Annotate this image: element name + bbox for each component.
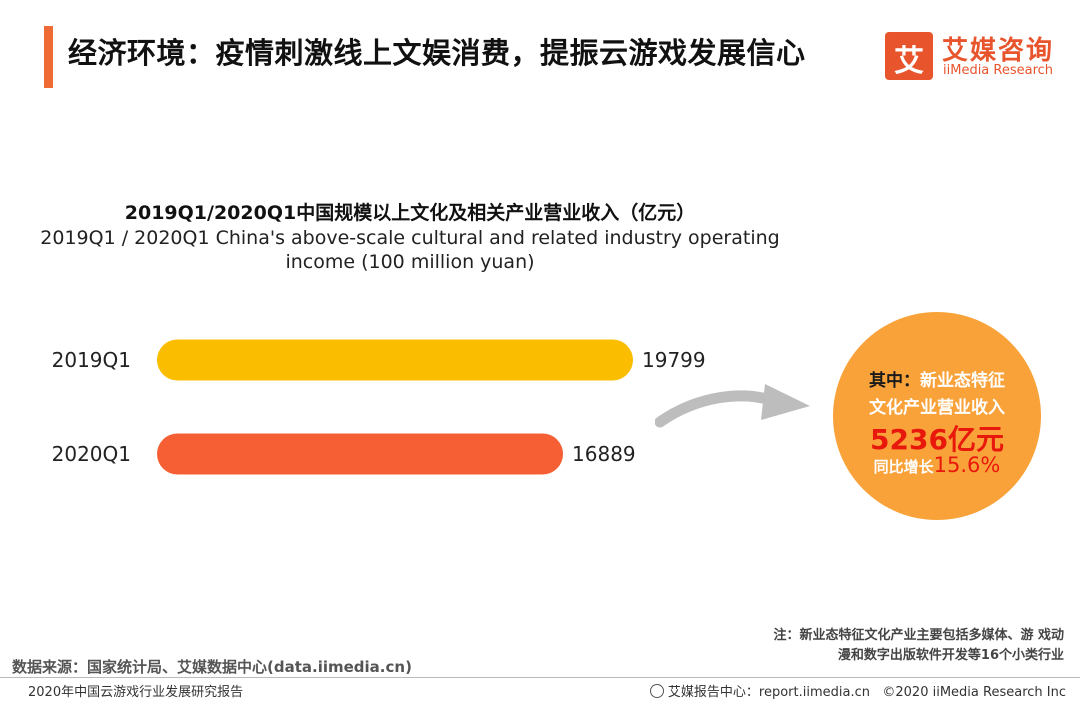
category-label-2019Q1: 2019Q1 — [52, 348, 131, 372]
callout-label-suffix: 新业态特征 — [920, 371, 1005, 391]
footer-divider — [0, 677, 1080, 678]
bar-chart: 2019Q1 19799 2020Q1 16889 — [52, 339, 706, 475]
title-accent-bar — [44, 26, 53, 88]
report-name: 2020年中国云游戏行业发展研究报告 — [28, 685, 244, 700]
footer-credits: 艾媒报告中心：report.iimedia.cn ©2020 iiMedia R… — [649, 681, 1066, 700]
callout-label-line2: 文化产业营业收入 — [869, 398, 1005, 418]
copyright: ©2020 iiMedia Research Inc — [882, 685, 1066, 700]
callout-label-prefix: 其中： — [869, 371, 920, 391]
report-center: 艾媒报告中心：report.iimedia.cn — [667, 685, 870, 700]
logo-mark-icon — [885, 32, 933, 80]
bar-2019Q1 — [157, 339, 633, 381]
callout-growth: 同比增长15.6% — [833, 453, 1041, 477]
right-arrow-icon — [655, 384, 810, 428]
data-source: 数据来源：国家统计局、艾媒数据中心(data.iimedia.cn) — [12, 658, 412, 676]
logo-chinese-name: 艾媒咨询 — [942, 36, 1055, 66]
logo-english-name: iiMedia Research — [943, 63, 1054, 78]
page-title: 经济环境：疫情刺激线上文娱消费，提振云游戏发展信心 — [68, 36, 806, 70]
chart-subtitle: 2019Q1 / 2020Q1 China's above-scale cult… — [40, 227, 780, 273]
footnote: 注：新业态特征文化产业主要包括多媒体、游 戏动 漫和数字出版软件开发等16个小类… — [684, 626, 1064, 666]
bar-2020Q1 — [157, 433, 564, 475]
value-label-2020Q1: 16889 — [572, 442, 636, 466]
chart-title: 2019Q1/2020Q1中国规模以上文化及相关产业营业收入（亿元） — [124, 202, 696, 224]
globe-icon — [649, 684, 664, 698]
iimedia-logo: 艾 艾媒咨询 iiMedia Research — [885, 30, 1065, 82]
logo-mark-glyph: 艾 — [894, 44, 924, 79]
growth-label: 同比增长 — [873, 458, 934, 476]
footnote-line2: 漫和数字出版软件开发等16个小类行业 — [837, 648, 1064, 663]
growth-value: 15.6% — [933, 453, 1001, 477]
highlight-circle — [833, 312, 1041, 520]
callout-value: 5236亿元 — [870, 423, 1004, 456]
value-label-2019Q1: 19799 — [642, 348, 706, 372]
footnote-line1: 注：新业态特征文化产业主要包括多媒体、游 戏动 — [773, 628, 1064, 643]
category-label-2020Q1: 2020Q1 — [52, 442, 131, 466]
callout-label-line1: 其中：新业态特征 — [833, 366, 1041, 391]
